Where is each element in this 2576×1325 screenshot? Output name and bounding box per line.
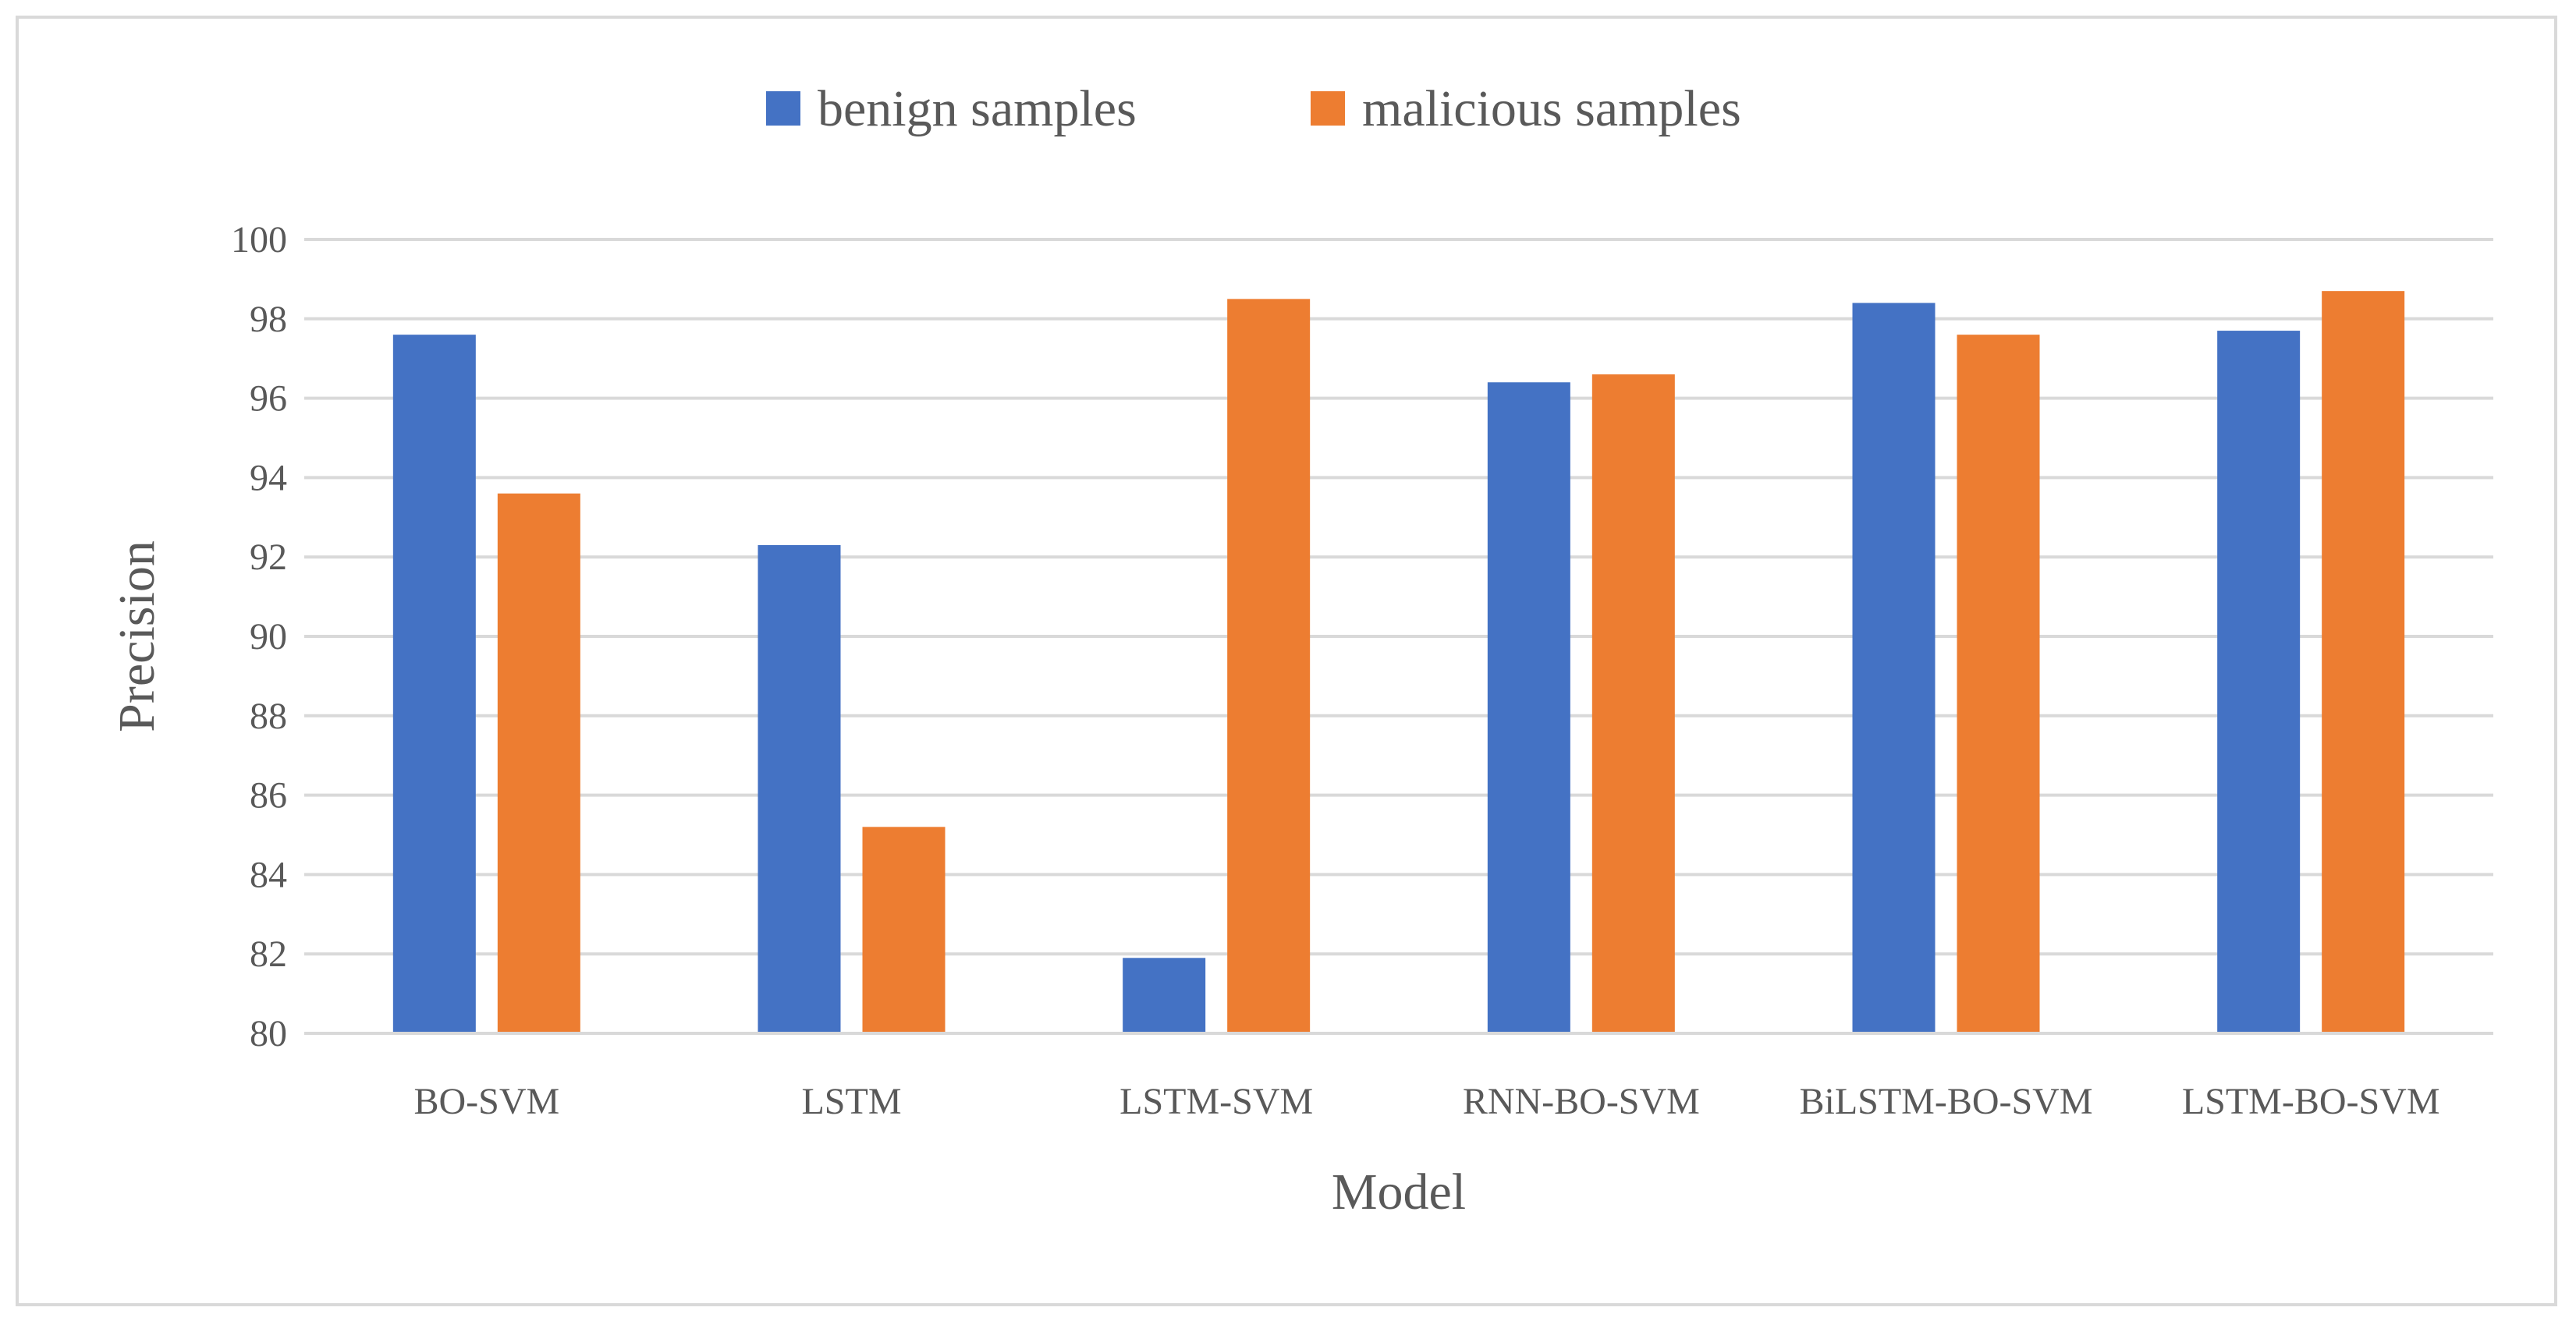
y-tick-label: 88 (250, 696, 287, 737)
y-axis-ticks: 80 82 84 86 88 90 92 94 96 98 100 (231, 219, 287, 1054)
x-axis-ticks: BO-SVM LSTM LSTM-SVM RNN-BO-SVM BiLSTM-BO-SV… (413, 1081, 2439, 1122)
x-tick-label: RNN-BO-SVM (1463, 1081, 1700, 1122)
y-tick-label: 96 (250, 378, 287, 420)
bar-malicious-bilstm-bo-svm (1957, 335, 2040, 1033)
x-axis-title: Model (1332, 1164, 1466, 1220)
y-tick-label: 100 (231, 219, 287, 260)
x-tick-label: LSTM (801, 1081, 901, 1122)
bar-malicious-lstm-bo-svm (2322, 291, 2405, 1033)
y-tick-label: 90 (250, 616, 287, 657)
legend: benign samples malicious samples (766, 80, 1741, 137)
legend-swatch-malicious (1311, 91, 1345, 126)
x-tick-label: BiLSTM-BO-SVM (1799, 1081, 2092, 1122)
bar-malicious-lstm-svm (1227, 299, 1311, 1034)
bar-benign-lstm (758, 544, 841, 1033)
y-axis-title: Precision (108, 540, 165, 732)
y-tick-label: 82 (250, 934, 287, 975)
legend-label-benign: benign samples (818, 80, 1137, 137)
y-tick-label: 80 (250, 1013, 287, 1054)
y-tick-label: 94 (250, 457, 287, 498)
bar-malicious-rnn-bo-svm (1591, 374, 1675, 1033)
legend-label-malicious: malicious samples (1362, 80, 1741, 137)
bar-benign-lstm-svm (1123, 958, 1206, 1033)
legend-swatch-benign (766, 91, 800, 126)
y-tick-label: 86 (250, 775, 287, 817)
bar-benign-rnn-bo-svm (1487, 382, 1570, 1033)
bar-malicious-lstm (862, 827, 946, 1033)
x-tick-label: BO-SVM (413, 1081, 559, 1122)
bar-malicious-bo-svm (497, 493, 580, 1033)
bar-benign-bilstm-bo-svm (1852, 303, 1936, 1033)
gridlines (304, 238, 2493, 956)
y-tick-label: 84 (250, 854, 287, 895)
x-tick-label: LSTM-BO-SVM (2182, 1081, 2440, 1122)
bars (392, 291, 2405, 1034)
y-tick-label: 92 (250, 537, 287, 578)
y-tick-label: 98 (250, 299, 287, 340)
x-tick-label: LSTM-SVM (1119, 1081, 1313, 1122)
bar-benign-lstm-bo-svm (2217, 331, 2301, 1033)
bar-benign-bo-svm (392, 335, 476, 1033)
